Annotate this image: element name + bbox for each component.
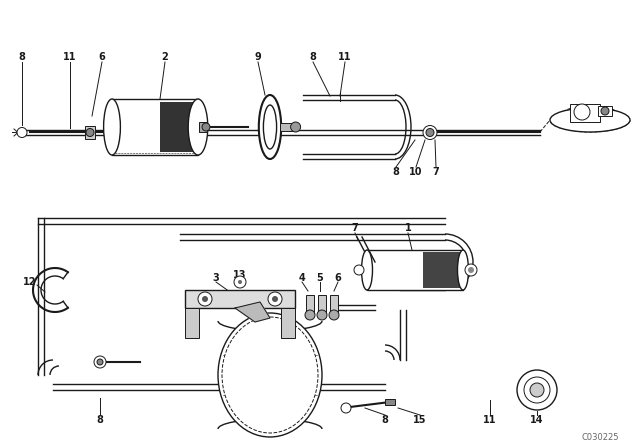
Text: 8: 8 [381,415,388,425]
Text: 7: 7 [351,223,358,233]
Bar [160,102,196,152]
Text: 10: 10 [409,167,423,177]
Ellipse shape [188,99,208,155]
Circle shape [465,264,477,276]
Text: 12: 12 [23,277,36,287]
Ellipse shape [458,250,468,290]
Bar [598,106,612,116]
Circle shape [198,292,212,306]
Text: 15: 15 [413,415,427,425]
Bar [367,250,463,290]
Bar [306,295,314,315]
Text: 7: 7 [433,167,440,177]
Circle shape [86,129,94,137]
Circle shape [329,310,339,320]
Text: 11: 11 [339,52,352,62]
Circle shape [234,276,246,288]
Ellipse shape [550,108,630,132]
Text: 11: 11 [483,415,497,425]
Circle shape [341,403,351,413]
Circle shape [423,125,437,139]
Circle shape [97,359,103,365]
Ellipse shape [362,250,372,290]
Circle shape [354,265,364,275]
Ellipse shape [259,95,281,159]
Circle shape [601,107,609,115]
Circle shape [268,292,282,306]
Text: 13: 13 [233,270,247,280]
Circle shape [291,122,301,132]
Bar [280,123,294,131]
Bar [385,399,395,405]
Text: 1: 1 [404,223,412,233]
Bar [185,290,295,308]
Text: 3: 3 [212,273,220,283]
Bar [112,99,198,155]
Bar [318,295,326,315]
Ellipse shape [222,317,318,433]
Text: 2: 2 [162,52,168,62]
Text: C030225: C030225 [581,432,619,441]
Ellipse shape [218,313,322,437]
Circle shape [202,123,210,131]
Circle shape [530,383,544,397]
Text: 9: 9 [255,52,261,62]
Circle shape [426,129,434,137]
Circle shape [238,280,242,284]
Text: 6: 6 [99,52,106,62]
Bar [570,104,600,122]
Bar [85,126,95,139]
Bar [199,122,207,132]
Text: 14: 14 [531,415,544,425]
Ellipse shape [264,105,276,149]
Circle shape [517,370,557,410]
Text: 8: 8 [19,52,26,62]
Circle shape [94,356,106,368]
Text: 8: 8 [310,52,316,62]
Circle shape [468,267,474,273]
Bar [281,308,295,338]
Circle shape [305,310,315,320]
Polygon shape [235,302,270,322]
Bar [423,252,461,288]
Circle shape [524,377,550,403]
Circle shape [17,128,27,138]
Text: 11: 11 [63,52,77,62]
Circle shape [574,104,590,120]
Text: 8: 8 [97,415,104,425]
Text: 5: 5 [317,273,323,283]
Bar [330,295,338,315]
Text: 6: 6 [335,273,341,283]
Text: 4: 4 [299,273,305,283]
Circle shape [272,296,278,302]
Text: 8: 8 [392,167,399,177]
Circle shape [317,310,327,320]
Bar [185,308,199,338]
Ellipse shape [104,99,120,155]
Circle shape [202,296,208,302]
